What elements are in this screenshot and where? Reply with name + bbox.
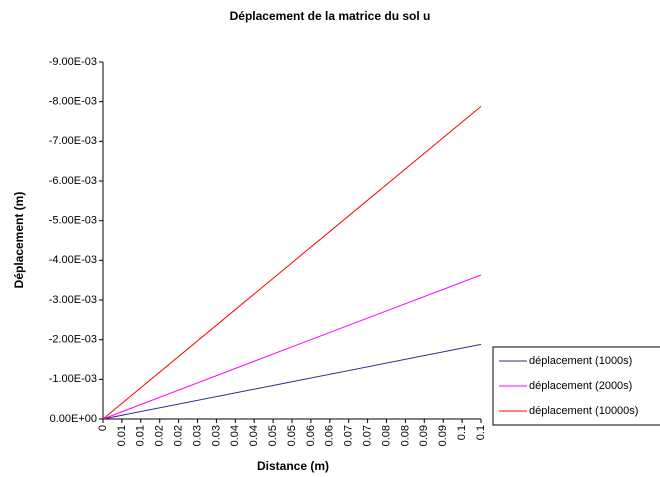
legend-label: déplacement (2000s): [529, 380, 632, 392]
y-tick-label: -1.00E-03: [49, 373, 97, 385]
x-tick-label: 0.05: [267, 425, 279, 446]
series-line: [102, 274, 482, 420]
x-tick-label: 0.09: [437, 425, 449, 446]
series-line: [102, 343, 482, 420]
y-tick-label: -4.00E-03: [49, 254, 97, 266]
x-tick-label: 0.08: [380, 425, 392, 446]
legend-label: déplacement (1000s): [529, 355, 632, 367]
x-tick-label: 0.07: [362, 425, 374, 446]
x-tick-label: 0: [97, 425, 109, 431]
y-tick-label: 0.00E+00: [50, 413, 97, 425]
y-tick-label: -8.00E-03: [49, 96, 97, 108]
x-tick-label: 0.08: [399, 425, 411, 446]
y-axis-label: Déplacement (m): [12, 192, 26, 289]
y-tick-label: -5.00E-03: [49, 215, 97, 227]
y-tick-label: -6.00E-03: [49, 175, 97, 187]
x-tick-label: 0.07: [343, 425, 355, 446]
x-tick-label: 0.01: [135, 425, 147, 446]
x-tick-label: 0.04: [229, 425, 241, 446]
series-line: [102, 106, 482, 420]
y-tick-label: -2.00E-03: [49, 334, 97, 346]
x-tick-label: 0.02: [173, 425, 185, 446]
y-tick-label: -7.00E-03: [49, 135, 97, 147]
y-tick-label: -9.00E-03: [49, 56, 97, 68]
x-tick-label: 0.04: [248, 425, 260, 446]
chart-title: Déplacement de la matrice du sol u: [230, 9, 431, 23]
x-tick-label: 0.06: [305, 425, 317, 446]
y-tick-label: -3.00E-03: [49, 294, 97, 306]
x-tick-label: 0.09: [418, 425, 430, 446]
x-tick-label: 0.05: [286, 425, 298, 446]
x-tick-label: 0.03: [210, 425, 222, 446]
legend-label: déplacement (10000s): [529, 405, 638, 417]
x-axis-label: Distance (m): [257, 459, 329, 473]
x-tick-label: 0.03: [191, 425, 203, 446]
x-tick-label: 0.1: [475, 425, 487, 440]
x-tick-label: 0.02: [154, 425, 166, 446]
x-tick-label: 0.1: [456, 425, 468, 440]
x-tick-label: 0.06: [324, 425, 336, 446]
x-tick-label: 0.01: [116, 425, 128, 446]
